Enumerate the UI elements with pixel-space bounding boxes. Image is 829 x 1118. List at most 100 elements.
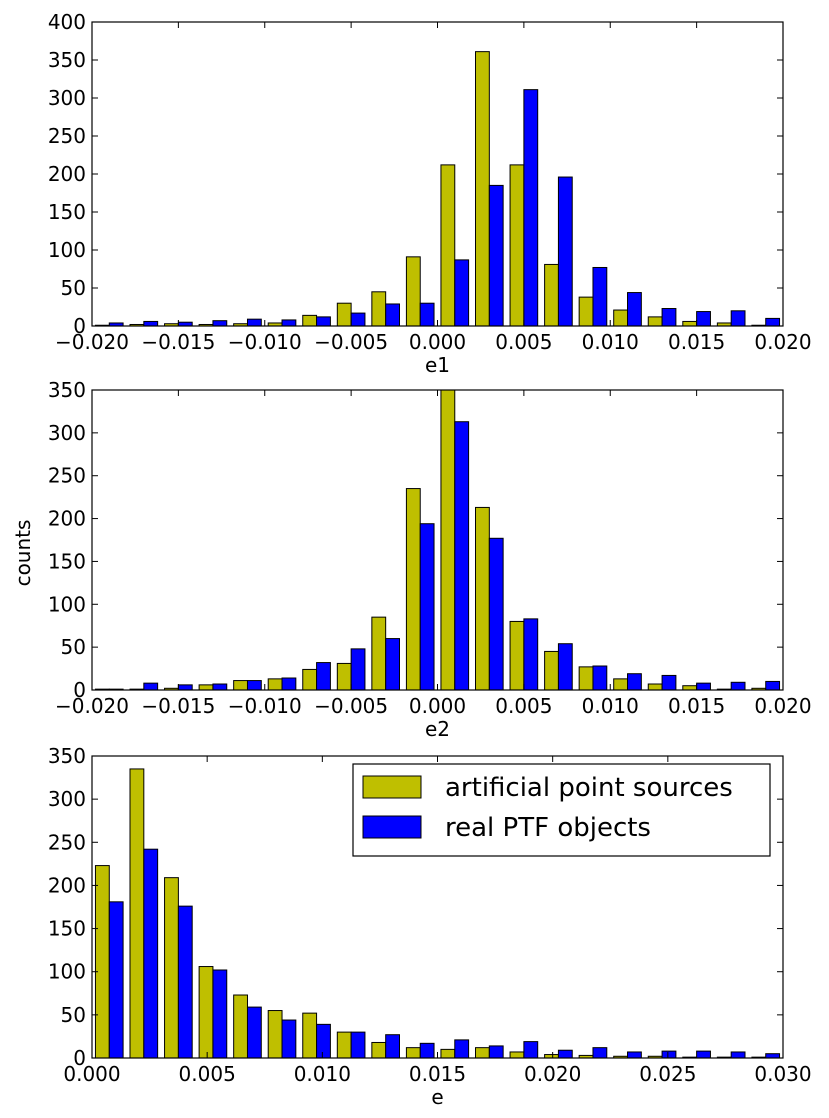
bar-artificial-0 [94,865,110,1059]
x-tick-label: −0.020 [55,694,129,718]
x-tick-label: −0.005 [314,330,388,354]
bar-artificial-7 [336,1031,352,1059]
panel-1: −0.020 −0.015 −0.010 −0.005 0.000 0.005 0.010 0… [48,10,812,377]
bar-artificial-3 [198,684,214,691]
x-tick-label: −0.015 [141,694,215,718]
bar-artificial-12 [509,1051,525,1059]
bar-real-3 [212,320,228,327]
bar-artificial-7 [336,662,352,691]
bar-artificial-15 [613,678,629,691]
bar-real-9 [419,523,435,691]
y-tick-label: 50 [61,276,86,300]
bar-real-1 [143,848,159,1059]
x-tick-label: 0.010 [294,1062,351,1086]
bar-real-4 [246,1006,262,1059]
y-tick-label: 250 [48,124,86,148]
bar-real-8 [385,303,400,327]
x-tick-label: 0.005 [495,694,552,718]
bar-real-15 [627,292,642,327]
x-tick-label: 0.015 [668,330,725,354]
bar-artificial-9 [405,488,421,691]
bar-real-19 [765,1053,781,1059]
bar-real-7 [350,648,366,691]
bar-artificial-10 [440,389,456,691]
y-tick-label: 350 [48,744,86,768]
bar-real-16 [661,1050,677,1059]
bar-artificial-9 [405,256,421,327]
bar-artificial-13 [544,650,559,691]
bar-artificial-12 [509,164,525,327]
bar-real-8 [385,638,400,691]
legend-label: real PTF objects [445,813,651,843]
x-tick-label: 0.010 [582,694,639,718]
x-tick-label: 0.000 [409,330,466,354]
bar-real-12 [523,89,539,327]
y-tick-label: 250 [48,830,86,854]
x-tick-label: 0.015 [409,1062,466,1086]
bar-real-5 [281,677,297,691]
bar-artificial-11 [475,1047,490,1059]
bar-artificial-8 [371,1041,387,1059]
bar-real-2 [177,684,193,691]
bar-artificial-10 [440,1048,456,1059]
bar-real-4 [246,318,262,327]
bar-real-10 [454,259,470,327]
x-tick-label: 0.020 [754,694,811,718]
bar-real-11 [488,1045,504,1059]
bar-artificial-3 [198,966,214,1059]
bar-artificial-1 [129,768,145,1059]
y-tick-label: 350 [48,378,86,402]
x-tick-label: 0.000 [409,694,466,718]
bar-artificial-11 [475,506,490,691]
x-tick-label: 0.005 [495,330,552,354]
y-tick-label: 150 [48,917,86,941]
bar-real-4 [246,680,262,691]
bar-real-9 [419,1042,435,1059]
bar-artificial-14 [578,296,594,327]
x-tick-label: 0.015 [668,694,725,718]
bar-artificial-10 [440,164,456,327]
x-axis-label: e1 [425,353,450,377]
bar-real-11 [488,537,504,691]
axes-frame [91,389,784,691]
bar-real-17 [696,682,711,691]
x-tick-label: −0.010 [228,330,302,354]
x-tick-label: 0.000 [63,1062,120,1086]
bar-artificial-4 [233,680,248,691]
bar-real-6 [316,316,331,327]
bar-real-3 [212,683,228,691]
y-tick-label: 100 [48,592,86,616]
y-tick-label: 0 [73,1046,86,1070]
axes-frame [91,21,784,327]
x-tick-label: 0.020 [754,330,811,354]
x-tick-label: −0.015 [141,330,215,354]
y-tick-label: 350 [48,48,86,72]
bar-real-3 [212,969,228,1059]
bar-artificial-6 [302,668,318,691]
bar-real-1 [143,320,159,327]
legend-swatch-artificial [362,775,422,799]
bar-real-7 [350,1031,366,1059]
bar-real-13 [557,176,573,327]
y-tick-label: 200 [48,507,86,531]
bar-artificial-12 [509,620,525,691]
x-tick-label: 0.030 [754,1062,811,1086]
bar-real-14 [592,266,608,327]
bar-artificial-4 [233,994,248,1059]
bar-artificial-8 [371,291,387,327]
bar-real-7 [350,312,366,327]
x-tick-label: 0.010 [582,330,639,354]
bar-artificial-8 [371,616,387,691]
bar-real-18 [730,681,746,691]
bar-real-12 [523,618,539,691]
y-tick-label: 0 [73,678,86,702]
bar-artificial-15 [613,309,629,327]
panel-2: −0.020 −0.015 −0.010 −0.005 0.000 0.005 0.010 0… [48,378,812,741]
bar-real-17 [696,1050,711,1059]
bar-real-2 [177,905,193,1059]
bar-real-13 [557,1049,573,1059]
bar-real-10 [454,421,470,691]
bar-artificial-6 [302,1012,318,1059]
bar-artificial-5 [267,678,283,691]
